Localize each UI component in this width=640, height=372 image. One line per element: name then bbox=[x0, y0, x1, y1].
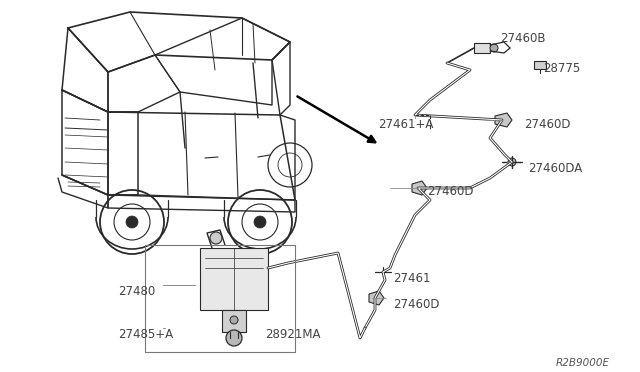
Circle shape bbox=[254, 216, 266, 228]
Polygon shape bbox=[412, 181, 427, 195]
Text: 28921MA: 28921MA bbox=[265, 328, 321, 341]
Circle shape bbox=[210, 232, 222, 244]
Text: 27480: 27480 bbox=[118, 285, 156, 298]
Text: 27461+A: 27461+A bbox=[378, 118, 433, 131]
Text: 27460D: 27460D bbox=[524, 118, 570, 131]
Text: 27485+A: 27485+A bbox=[118, 328, 173, 341]
Polygon shape bbox=[474, 43, 490, 53]
Text: 27460B: 27460B bbox=[500, 32, 545, 45]
Circle shape bbox=[490, 44, 498, 52]
Polygon shape bbox=[200, 248, 268, 310]
Polygon shape bbox=[369, 291, 384, 305]
Text: 27460D: 27460D bbox=[427, 185, 474, 198]
Text: 27461: 27461 bbox=[393, 272, 431, 285]
Circle shape bbox=[126, 216, 138, 228]
Polygon shape bbox=[534, 61, 546, 69]
Text: R2B9000E: R2B9000E bbox=[556, 358, 610, 368]
Circle shape bbox=[226, 330, 242, 346]
Circle shape bbox=[508, 158, 516, 166]
Polygon shape bbox=[495, 113, 512, 127]
Text: 27460DA: 27460DA bbox=[528, 162, 582, 175]
Text: 28775: 28775 bbox=[543, 62, 580, 75]
Text: 27460D: 27460D bbox=[393, 298, 440, 311]
Polygon shape bbox=[222, 310, 246, 332]
Circle shape bbox=[230, 316, 238, 324]
